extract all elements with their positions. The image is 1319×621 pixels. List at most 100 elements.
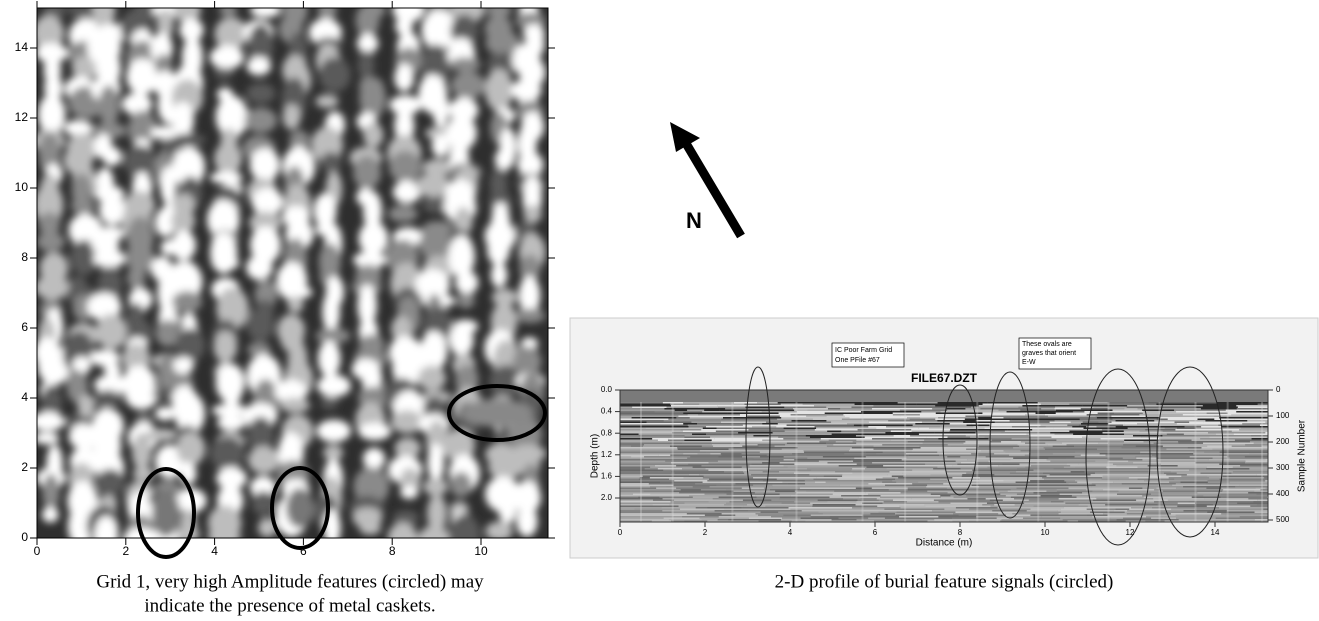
reflection — [1025, 466, 1064, 468]
reflection — [721, 418, 778, 420]
reflection — [745, 406, 785, 408]
reflection — [778, 412, 825, 414]
reflection — [991, 483, 1039, 485]
blob — [320, 152, 342, 173]
reflection — [1086, 450, 1155, 452]
reflection — [1107, 408, 1125, 410]
reflection — [1206, 466, 1233, 468]
reflection — [687, 414, 699, 416]
reflection — [1122, 457, 1137, 459]
reflection — [663, 517, 700, 519]
reflection — [687, 457, 754, 459]
reflection — [1208, 520, 1239, 522]
reflection — [882, 502, 951, 504]
reflection — [758, 514, 784, 516]
reflection — [1232, 471, 1268, 473]
reflection — [1084, 471, 1149, 473]
sample-tick-label: 400 — [1276, 489, 1290, 498]
reflection — [676, 417, 690, 419]
reflection — [805, 435, 856, 437]
reflection — [886, 426, 941, 428]
reflection — [1207, 445, 1232, 447]
reflection — [1229, 481, 1268, 483]
blob — [216, 287, 249, 330]
reflection — [1213, 504, 1257, 506]
reflection — [818, 511, 879, 513]
reflection — [927, 490, 970, 492]
reflection — [1137, 423, 1177, 425]
blob — [353, 251, 387, 269]
reflection — [876, 453, 906, 455]
reflection — [1200, 472, 1232, 474]
reflection — [747, 415, 780, 417]
sample-tick-label: 0 — [1276, 385, 1281, 394]
reflection — [699, 450, 770, 452]
reflection — [638, 496, 660, 498]
reflection — [748, 517, 782, 519]
reflection — [1180, 481, 1208, 483]
reflection — [1265, 480, 1268, 482]
blob — [353, 156, 381, 190]
reflection — [1091, 486, 1150, 488]
reflection — [1043, 472, 1095, 474]
reflection — [955, 511, 1018, 513]
reflection — [967, 459, 1011, 461]
blob — [417, 365, 447, 391]
blob — [392, 510, 419, 526]
reflection — [620, 459, 688, 461]
reflection — [792, 453, 845, 455]
reflection — [1040, 403, 1070, 405]
reflection — [895, 478, 931, 480]
reflection — [620, 412, 633, 414]
reflection — [620, 421, 647, 423]
reflection — [1206, 505, 1251, 507]
reflection — [1253, 442, 1268, 444]
reflection — [953, 496, 1011, 498]
reflection — [1254, 519, 1268, 521]
depth-tick-label: 0.8 — [601, 428, 613, 437]
reflection — [620, 436, 685, 438]
reflection — [711, 439, 763, 441]
reflection — [1057, 510, 1114, 512]
reflection — [781, 417, 850, 419]
reflection — [1086, 514, 1108, 516]
reflection — [620, 409, 675, 411]
reflection — [947, 409, 999, 411]
reflection — [903, 475, 962, 477]
reflection — [620, 429, 681, 431]
blob — [95, 469, 125, 495]
blob — [286, 488, 314, 528]
blob — [171, 230, 196, 261]
reflection — [1232, 466, 1268, 468]
reflection — [1052, 453, 1100, 455]
reflection — [1207, 481, 1230, 483]
reflection — [1221, 487, 1256, 489]
reflection — [1026, 433, 1055, 435]
reflection — [1143, 411, 1177, 413]
reflection — [975, 457, 1014, 459]
reflection — [1207, 511, 1255, 513]
reflection — [873, 405, 936, 407]
reflection — [683, 423, 698, 425]
reflection — [888, 420, 938, 422]
reflection — [1099, 453, 1141, 455]
reflection — [1043, 478, 1102, 480]
blob — [457, 292, 475, 309]
reflection — [706, 433, 746, 435]
reflection — [1072, 426, 1087, 428]
reflection — [940, 426, 974, 428]
reflection — [1124, 408, 1138, 410]
reflection — [1154, 450, 1221, 452]
reflection — [952, 517, 964, 519]
reflection — [742, 445, 759, 447]
reflection — [701, 445, 714, 447]
blob — [455, 364, 479, 396]
blob — [154, 480, 181, 493]
reflection — [697, 453, 711, 455]
reflection — [1082, 492, 1149, 494]
reflection — [631, 456, 645, 458]
reflection — [718, 456, 743, 458]
reflection — [741, 466, 788, 468]
reflection — [906, 406, 971, 408]
reflection — [1005, 451, 1031, 453]
